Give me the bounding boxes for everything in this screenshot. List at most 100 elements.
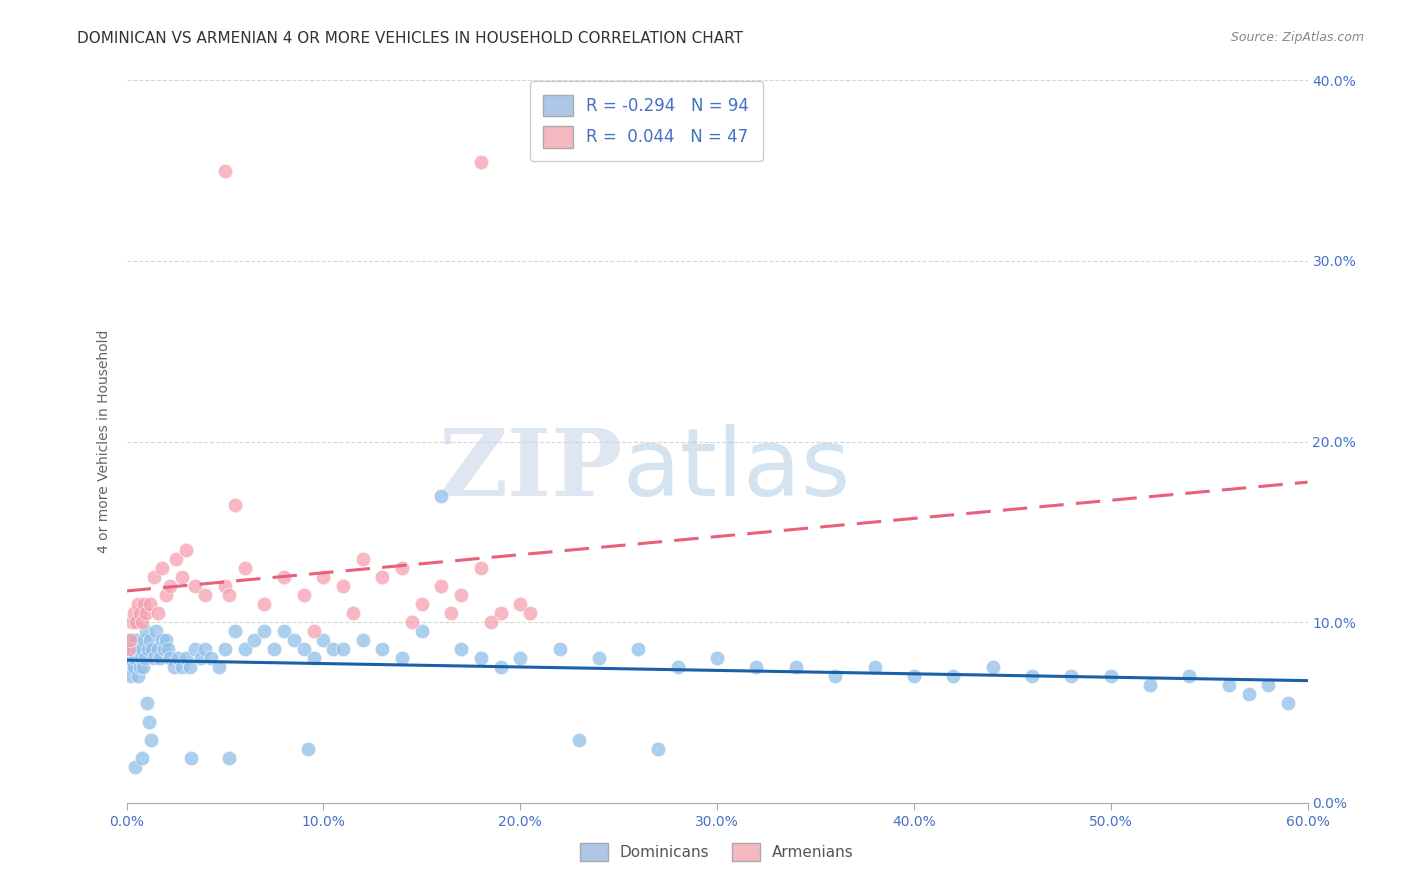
Point bbox=[214, 642, 236, 657]
Point bbox=[470, 154, 492, 169]
Point bbox=[391, 651, 413, 665]
Point bbox=[1237, 687, 1260, 701]
Point bbox=[174, 651, 197, 665]
Point bbox=[253, 624, 276, 639]
Point bbox=[131, 642, 153, 657]
Point bbox=[745, 660, 768, 674]
Point bbox=[1257, 678, 1279, 692]
Point bbox=[155, 588, 177, 602]
Point bbox=[159, 651, 181, 665]
Point bbox=[155, 633, 177, 648]
Point bbox=[233, 642, 256, 657]
Point bbox=[166, 651, 188, 665]
Point bbox=[548, 642, 571, 657]
Point bbox=[489, 606, 512, 620]
Point bbox=[124, 606, 146, 620]
Point bbox=[627, 642, 650, 657]
Point bbox=[1139, 678, 1161, 692]
Point bbox=[124, 651, 146, 665]
Legend: Dominicans, Armenians: Dominicans, Armenians bbox=[574, 837, 860, 867]
Point bbox=[371, 642, 394, 657]
Text: ZIP: ZIP bbox=[439, 425, 623, 516]
Point bbox=[184, 579, 207, 593]
Text: atlas: atlas bbox=[623, 425, 851, 516]
Point bbox=[163, 660, 186, 674]
Point bbox=[170, 660, 193, 674]
Point bbox=[136, 642, 159, 657]
Point bbox=[134, 651, 156, 665]
Point bbox=[214, 579, 236, 593]
Point bbox=[150, 633, 173, 648]
Point bbox=[208, 660, 231, 674]
Point bbox=[322, 642, 344, 657]
Point bbox=[120, 633, 142, 648]
Point bbox=[332, 579, 354, 593]
Point bbox=[120, 669, 143, 683]
Point bbox=[568, 732, 591, 747]
Point bbox=[149, 651, 172, 665]
Point bbox=[214, 163, 236, 178]
Point bbox=[218, 588, 240, 602]
Point bbox=[127, 669, 149, 683]
Point bbox=[118, 651, 141, 665]
Point bbox=[132, 660, 155, 674]
Point bbox=[253, 597, 276, 611]
Point bbox=[903, 669, 925, 683]
Point bbox=[224, 624, 246, 639]
Point bbox=[138, 714, 160, 729]
Point bbox=[139, 597, 162, 611]
Point bbox=[127, 597, 149, 611]
Point bbox=[312, 570, 335, 584]
Point bbox=[401, 615, 423, 630]
Point bbox=[174, 542, 197, 557]
Point bbox=[120, 642, 142, 657]
Point bbox=[139, 633, 162, 648]
Y-axis label: 4 or more Vehicles in Household: 4 or more Vehicles in Household bbox=[97, 330, 111, 553]
Point bbox=[127, 642, 149, 657]
Point bbox=[129, 606, 152, 620]
Point bbox=[131, 615, 153, 630]
Point bbox=[135, 624, 157, 639]
Point bbox=[863, 660, 886, 674]
Text: Source: ZipAtlas.com: Source: ZipAtlas.com bbox=[1230, 31, 1364, 45]
Point bbox=[124, 660, 146, 674]
Point bbox=[134, 597, 156, 611]
Point bbox=[134, 633, 156, 648]
Point bbox=[519, 606, 541, 620]
Point bbox=[302, 651, 325, 665]
Point bbox=[371, 570, 394, 584]
Point bbox=[243, 633, 266, 648]
Point bbox=[647, 741, 669, 756]
Point bbox=[150, 561, 173, 575]
Text: DOMINICAN VS ARMENIAN 4 OR MORE VEHICLES IN HOUSEHOLD CORRELATION CHART: DOMINICAN VS ARMENIAN 4 OR MORE VEHICLES… bbox=[77, 31, 744, 46]
Point bbox=[479, 615, 502, 630]
Point bbox=[165, 552, 187, 566]
Point bbox=[141, 732, 162, 747]
Point bbox=[184, 642, 207, 657]
Point bbox=[156, 642, 179, 657]
Point bbox=[509, 597, 531, 611]
Point bbox=[302, 624, 325, 639]
Point bbox=[450, 642, 472, 657]
Point bbox=[332, 642, 354, 657]
Point bbox=[125, 615, 148, 630]
Point bbox=[125, 633, 148, 648]
Point bbox=[194, 642, 217, 657]
Point bbox=[411, 597, 433, 611]
Point bbox=[263, 642, 285, 657]
Point bbox=[273, 624, 295, 639]
Point bbox=[283, 633, 305, 648]
Point bbox=[470, 561, 492, 575]
Point bbox=[292, 642, 315, 657]
Point bbox=[430, 489, 453, 503]
Point bbox=[942, 669, 965, 683]
Point bbox=[489, 660, 512, 674]
Point bbox=[128, 642, 150, 657]
Point bbox=[122, 642, 145, 657]
Point bbox=[145, 624, 167, 639]
Point bbox=[1178, 669, 1201, 683]
Point bbox=[135, 606, 157, 620]
Point bbox=[179, 660, 201, 674]
Point bbox=[824, 669, 846, 683]
Point bbox=[297, 741, 319, 756]
